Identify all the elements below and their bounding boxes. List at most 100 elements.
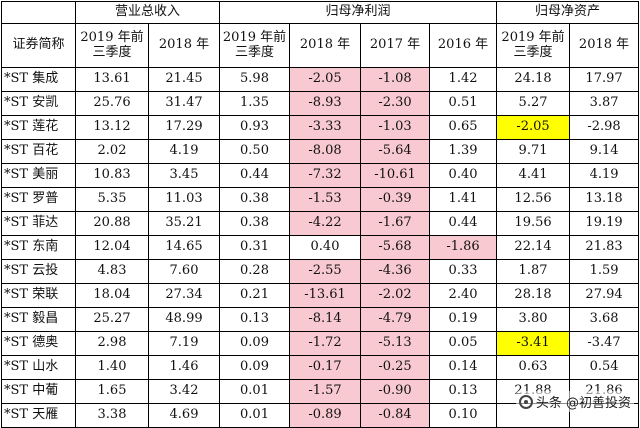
table-row: *ST 荣联 18.04 27.34 0.21 -13.61 -2.02 2.40 28.18… (1, 283, 640, 308)
value-cell: -0.84 (360, 403, 431, 428)
value-cell: 31.47 (147, 91, 221, 116)
value-cell: 13.61 (75, 67, 149, 92)
value-cell: 0.51 (429, 91, 498, 116)
value-cell: -3.47 (569, 331, 640, 356)
value-cell: 17.97 (569, 67, 640, 92)
header-profit-col-1: 2019 年前三季度 (219, 23, 291, 68)
table-row: *ST 德奥 2.98 7.19 0.09 -1.72 -5.13 0.05 -3.41 -3.… (1, 331, 640, 356)
value-cell: -0.89 (289, 403, 362, 428)
value-cell: 25.27 (75, 307, 149, 332)
watermark: 头条 @初善投资 (515, 391, 634, 412)
value-cell: -0.39 (360, 187, 431, 212)
value-cell: 21.45 (147, 67, 221, 92)
value-cell: 0.38 (219, 187, 291, 212)
value-cell: 3.68 (569, 307, 640, 332)
value-cell: 0.01 (219, 379, 291, 404)
value-cell: 25.76 (75, 91, 149, 116)
header-blank (1, 1, 76, 24)
table-row: *ST 安凯 25.76 31.47 1.35 -8.93 -2.30 0.51 5.27 3.… (1, 91, 640, 116)
security-name-cell: *ST 莲花 (1, 115, 76, 140)
value-cell: -1.57 (289, 379, 362, 404)
value-cell: 0.40 (429, 163, 498, 188)
value-cell: 0.54 (569, 355, 640, 380)
value-cell: 0.10 (429, 403, 498, 428)
value-cell: 0.09 (219, 331, 291, 356)
value-cell: 1.39 (429, 139, 498, 164)
value-cell: 35.21 (147, 211, 221, 236)
header-asset-col-1: 2019 年前三季度 (496, 23, 571, 68)
value-cell: 7.60 (147, 259, 221, 284)
value-cell: -2.05 (496, 115, 571, 140)
value-cell: 4.83 (75, 259, 149, 284)
header-column-row: 证券简称 2019 年前三季度 2018 年 2019 年前三季度 2018 年… (1, 23, 640, 68)
value-cell: 27.34 (147, 283, 221, 308)
value-cell: -1.67 (360, 211, 431, 236)
value-cell: 19.56 (496, 211, 571, 236)
value-cell: 0.31 (219, 235, 291, 260)
value-cell: 1.40 (75, 355, 149, 380)
camera-lens-icon (518, 394, 533, 409)
security-name-cell: *ST 山水 (1, 355, 76, 380)
value-cell: 0.33 (429, 259, 498, 284)
value-cell: 4.19 (147, 139, 221, 164)
value-cell: 4.19 (569, 163, 640, 188)
header-group-profit: 归母净利润 (219, 1, 498, 24)
value-cell: -4.36 (360, 259, 431, 284)
value-cell: 0.40 (289, 235, 362, 260)
value-cell: 22.14 (496, 235, 571, 260)
value-cell: 3.42 (147, 379, 221, 404)
value-cell: -2.98 (569, 115, 640, 140)
value-cell: 12.04 (75, 235, 149, 260)
value-cell: 48.99 (147, 307, 221, 332)
value-cell: 0.63 (496, 355, 571, 380)
table-row: *ST 罗普 5.35 11.03 0.38 -1.53 -0.39 1.41 12.56 13… (1, 187, 640, 212)
value-cell: 0.01 (219, 403, 291, 428)
value-cell: 0.05 (429, 331, 498, 356)
value-cell: 24.18 (496, 67, 571, 92)
security-name-cell: *ST 荣联 (1, 283, 76, 308)
value-cell: -4.22 (289, 211, 362, 236)
value-cell: -8.93 (289, 91, 362, 116)
value-cell: 14.65 (147, 235, 221, 260)
header-group-revenue: 营业总收入 (74, 1, 221, 24)
value-cell: 3.87 (569, 91, 640, 116)
table-row: *ST 山水 1.40 1.46 0.09 -0.17 -0.25 0.14 0.63 0.54 (1, 355, 640, 380)
value-cell: -1.08 (360, 67, 431, 92)
security-name-cell: *ST 东南 (1, 235, 76, 260)
security-name-cell: *ST 美丽 (1, 163, 76, 188)
header-rev-col-1: 2019 年前三季度 (75, 23, 149, 68)
header-name-col: 证券简称 (1, 23, 76, 68)
value-cell: 0.19 (429, 307, 498, 332)
value-cell: 2.02 (75, 139, 149, 164)
value-cell: -7.32 (289, 163, 362, 188)
value-cell: 11.03 (147, 187, 221, 212)
value-cell: 1.59 (569, 259, 640, 284)
value-cell: -1.53 (289, 187, 362, 212)
value-cell: -2.05 (289, 67, 362, 92)
table-row: *ST 东南 12.04 14.65 0.31 0.40 -5.68 -1.86 22.14 2… (1, 235, 640, 260)
security-name-cell: *ST 云投 (1, 259, 76, 284)
watermark-text: 头条 @初善投资 (535, 396, 631, 411)
table-row: *ST 美丽 10.83 3.45 0.44 -7.32 -10.61 0.40 4.41 4.… (1, 163, 640, 188)
value-cell: 0.13 (429, 379, 498, 404)
value-cell: -2.02 (360, 283, 431, 308)
value-cell: -0.17 (289, 355, 362, 380)
value-cell: 5.98 (219, 67, 291, 92)
value-cell: 13.18 (569, 187, 640, 212)
value-cell: 1.35 (219, 91, 291, 116)
value-cell: 0.93 (219, 115, 291, 140)
value-cell: 0.13 (219, 307, 291, 332)
value-cell: -5.64 (360, 139, 431, 164)
value-cell: -2.55 (289, 259, 362, 284)
value-cell: 10.83 (75, 163, 149, 188)
value-cell: -5.13 (360, 331, 431, 356)
security-name-cell: *ST 百花 (1, 139, 76, 164)
value-cell: 18.04 (75, 283, 149, 308)
table-row: *ST 菲达 20.88 35.21 0.38 -4.22 -1.67 0.44 19.56 1… (1, 211, 640, 236)
value-cell: 9.71 (496, 139, 571, 164)
header-profit-col-2: 2018 年 (289, 23, 362, 68)
value-cell: -4.79 (360, 307, 431, 332)
value-cell: 4.69 (147, 403, 221, 428)
value-cell: 17.29 (147, 115, 221, 140)
